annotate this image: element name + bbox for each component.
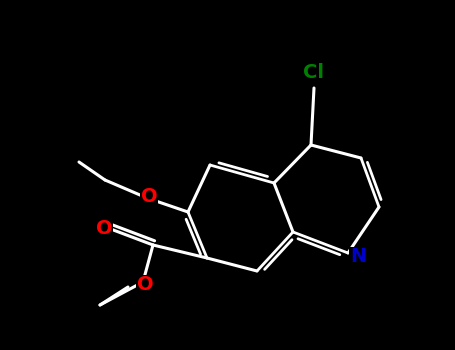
Text: O: O — [136, 275, 153, 294]
Text: O: O — [141, 187, 157, 205]
Text: O: O — [96, 219, 112, 238]
Text: Cl: Cl — [303, 63, 324, 83]
Text: N: N — [350, 247, 366, 266]
